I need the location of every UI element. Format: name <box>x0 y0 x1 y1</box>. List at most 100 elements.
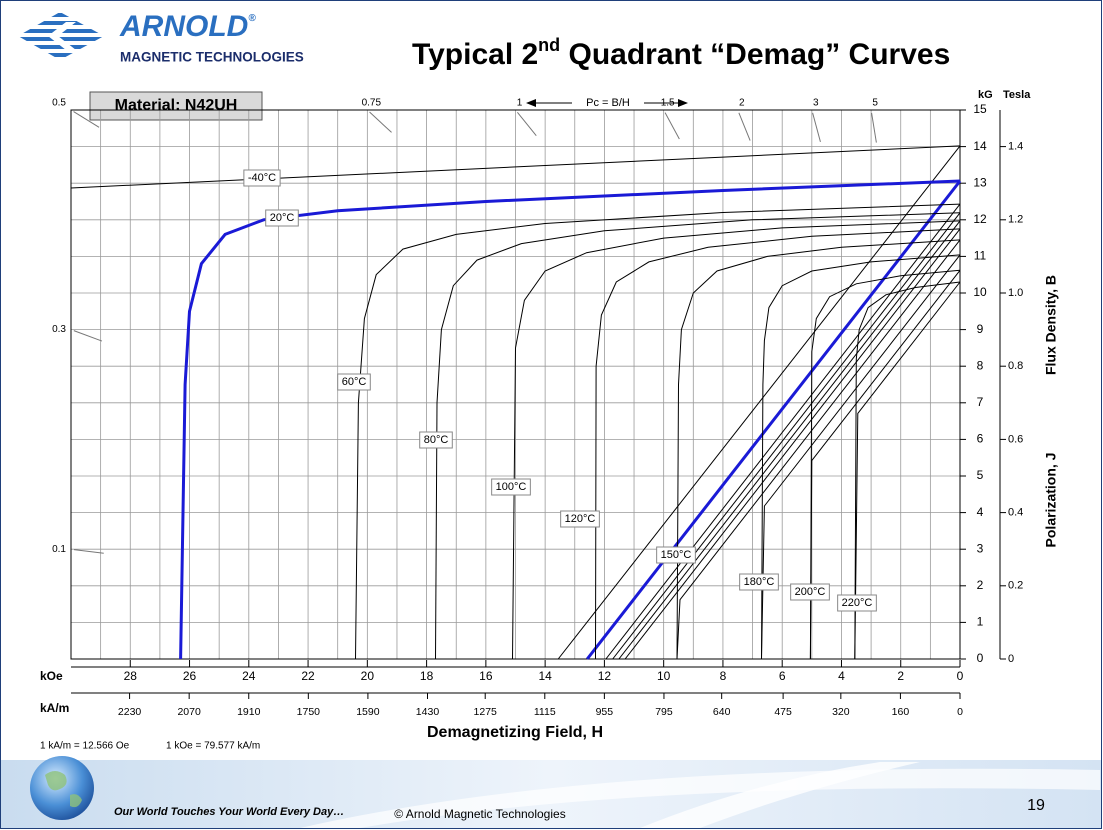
y-tick-label: 5 <box>977 468 984 482</box>
series-label: 220°C <box>842 597 873 609</box>
y2-tick-label: 1.4 <box>1008 141 1023 153</box>
x2-tick-label: 1275 <box>474 706 498 718</box>
x2-tick-label: 2230 <box>118 706 142 718</box>
pc-tick <box>73 111 100 128</box>
series-label: 20°C <box>270 212 295 224</box>
x-tick-label: 4 <box>838 669 845 683</box>
y2-tick-label: 1.2 <box>1008 214 1023 226</box>
x-tick-label: 16 <box>479 669 493 683</box>
logo-name-text: ARNOLD <box>119 10 248 43</box>
x-tick-label: 0 <box>957 669 964 683</box>
x2-unit: kA/m <box>40 701 69 715</box>
series-label-box <box>491 478 531 496</box>
x2-tick-label: 1750 <box>297 706 321 718</box>
y-tick-label: 15 <box>973 102 987 116</box>
y-label: Flux Density, B <box>1043 275 1059 375</box>
series-label: 80°C <box>424 434 449 446</box>
normal-curve <box>605 203 961 660</box>
y-tick-label: 7 <box>977 395 984 409</box>
y-unit: kG <box>978 89 993 101</box>
y2-tick-label: 0 <box>1008 653 1014 665</box>
normal-curve <box>557 145 961 660</box>
y-tick-label: 9 <box>977 322 984 336</box>
normal-curve <box>612 212 961 660</box>
pc-tick-label: 0.5 <box>52 98 66 109</box>
series-label-box <box>265 209 299 227</box>
series-label-box <box>560 510 600 528</box>
x-tick-label: 8 <box>720 669 727 683</box>
series-label: 180°C <box>744 576 775 588</box>
intrinsic-curve <box>70 145 961 189</box>
y-tick-label: 2 <box>977 578 984 592</box>
y-tick-label: 13 <box>973 175 987 189</box>
y2-tick-label: 1.0 <box>1008 287 1023 299</box>
footer-swoosh <box>640 762 920 828</box>
pc-tick-label: 3 <box>813 98 819 109</box>
series-label: 120°C <box>565 513 596 525</box>
intrinsic-curve <box>676 239 961 660</box>
material-box <box>89 91 263 121</box>
slogan: Our World Touches Your World Every Day… <box>114 806 344 818</box>
page-number: 19 <box>1027 797 1045 814</box>
logo-mark-text: ® <box>248 13 256 24</box>
y2-label: Polarization, J <box>1043 453 1059 548</box>
normal-curve <box>618 220 961 660</box>
y-tick-label: 8 <box>977 358 984 372</box>
x2-tick-label: 1115 <box>534 706 556 718</box>
pc-tick-label: 2 <box>739 98 745 109</box>
series-label-box <box>739 573 779 591</box>
logo-sub: MAGNETIC TECHNOLOGIES <box>120 50 304 65</box>
pc-tick <box>73 330 103 342</box>
normal-curve <box>854 281 961 660</box>
y2-unit: Tesla <box>1003 89 1031 101</box>
x2-tick-label: 955 <box>596 706 614 718</box>
x-tick-label: 26 <box>183 669 197 683</box>
x2-tick-label: 160 <box>892 706 910 718</box>
x-tick-label: 18 <box>420 669 434 683</box>
x-tick-label: 12 <box>598 669 612 683</box>
x-tick-label: 14 <box>538 669 552 683</box>
normal-curve <box>624 228 961 660</box>
y-tick-label: 11 <box>974 249 987 263</box>
intrinsic-curve <box>809 269 961 660</box>
x2-tick-label: 1910 <box>237 706 261 718</box>
pc-tick <box>812 112 821 142</box>
x-tick-label: 10 <box>657 669 671 683</box>
pc-tick <box>516 112 537 136</box>
y2-tick-label: 0.2 <box>1008 580 1023 592</box>
x2-tick-label: 0 <box>957 706 963 718</box>
pc-tick-label: 1 <box>517 98 523 109</box>
pc-tick-label: 0.75 <box>362 98 382 109</box>
y-tick-label: 14 <box>973 139 987 153</box>
conversion: 1 kA/m = 12.566 Oe <box>40 741 130 752</box>
pc-tick <box>871 112 877 143</box>
slide-title: Typical 2nd Quadrant “Demag” Curves <box>412 35 950 71</box>
series-label-box <box>337 373 371 391</box>
logo-name: ARNOLD® <box>119 10 256 43</box>
intrinsic-curve <box>512 220 961 660</box>
pc-label: Pc = B/H <box>586 97 630 109</box>
x2-tick-label: 2070 <box>177 706 201 718</box>
y2-tick-label: 0.8 <box>1008 360 1023 372</box>
conversion: 1 kOe = 79.577 kA/m <box>166 741 260 752</box>
series-label-box <box>243 169 281 187</box>
intrinsic-curve <box>435 212 961 660</box>
pc-tick <box>73 549 104 554</box>
x-tick-label: 28 <box>124 669 138 683</box>
x-label: Demagnetizing Field, H <box>427 724 603 741</box>
title-rest: Quadrant “Demag” Curves <box>560 38 950 71</box>
pc-tick <box>738 112 751 141</box>
normal-curve <box>761 254 961 660</box>
intrinsic-curve <box>179 179 961 660</box>
x2-tick-label: 475 <box>774 706 792 718</box>
y-tick-label: 12 <box>973 212 987 226</box>
intrinsic-curve <box>761 254 961 660</box>
y-tick-label: 6 <box>977 432 984 446</box>
series-label: -40°C <box>248 172 276 184</box>
pc-tick <box>664 112 680 140</box>
x-tick-label: 24 <box>242 669 256 683</box>
x2-tick-label: 1590 <box>356 706 380 718</box>
x2-tick-label: 640 <box>713 706 731 718</box>
